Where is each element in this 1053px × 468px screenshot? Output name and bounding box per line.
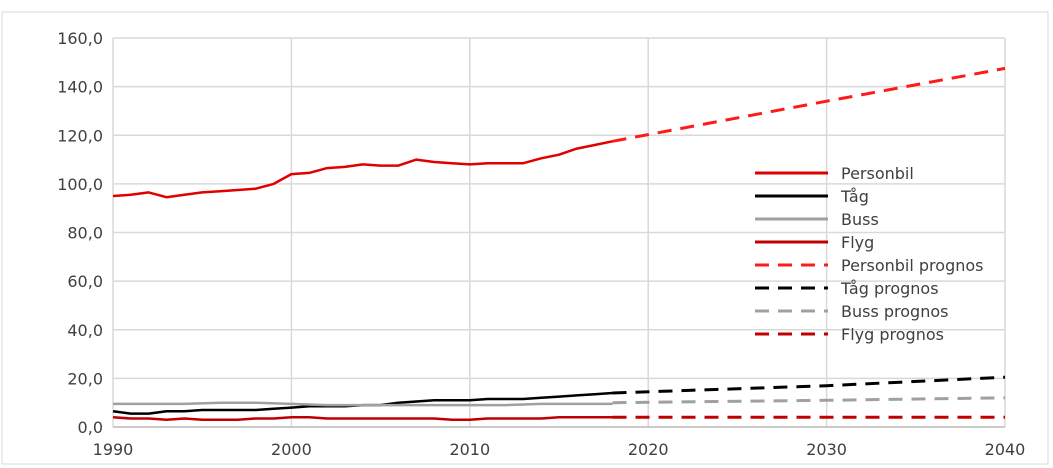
legend: Personbil Tåg Buss Flyg Personbil prognos Tåg… (755, 164, 984, 344)
legend-label: Tåg (840, 187, 869, 206)
y-tick-label: 60,0 (67, 272, 103, 291)
y-tick-label: 20,0 (67, 369, 103, 388)
series-lines (112, 66, 1006, 421)
axes: 0,0 20,0 40,0 60,0 80,0 100,0 120,0 140,0 160,0 1… (57, 29, 1025, 459)
x-tick-label: 2000 (271, 440, 312, 459)
legend-label: Personbil prognos (841, 256, 984, 275)
y-tick-label: 160,0 (57, 29, 103, 48)
legend-label: Personbil (841, 164, 914, 183)
chart-border (1, 11, 1049, 465)
gridlines (112, 37, 1006, 428)
series-line-personbil-prognos (612, 66, 1006, 143)
y-tick-label: 120,0 (57, 126, 103, 145)
y-tick-label: 0,0 (78, 418, 103, 437)
legend-label: Tåg prognos (840, 279, 939, 298)
legend-label: Flyg prognos (841, 325, 944, 344)
x-tick-label: 2040 (985, 440, 1026, 459)
y-tick-label: 40,0 (67, 321, 103, 340)
series-line-flyg (112, 416, 613, 421)
x-tick-label: 2020 (628, 440, 669, 459)
legend-label: Buss (841, 210, 879, 229)
series-line-buss (113, 401, 613, 407)
x-tick-label: 1990 (93, 440, 134, 459)
y-tick-label: 80,0 (67, 224, 103, 243)
series-line-tag-prognos (612, 375, 1006, 395)
series-line-buss-prognos (612, 396, 1006, 405)
legend-label: Buss prognos (841, 302, 948, 321)
x-tick-label: 2010 (449, 440, 490, 459)
x-tick-label: 2030 (806, 440, 847, 459)
y-tick-label: 100,0 (57, 175, 103, 194)
legend-label: Flyg (841, 233, 874, 252)
series-line-personbil (112, 140, 613, 199)
y-tick-label: 140,0 (57, 78, 103, 97)
